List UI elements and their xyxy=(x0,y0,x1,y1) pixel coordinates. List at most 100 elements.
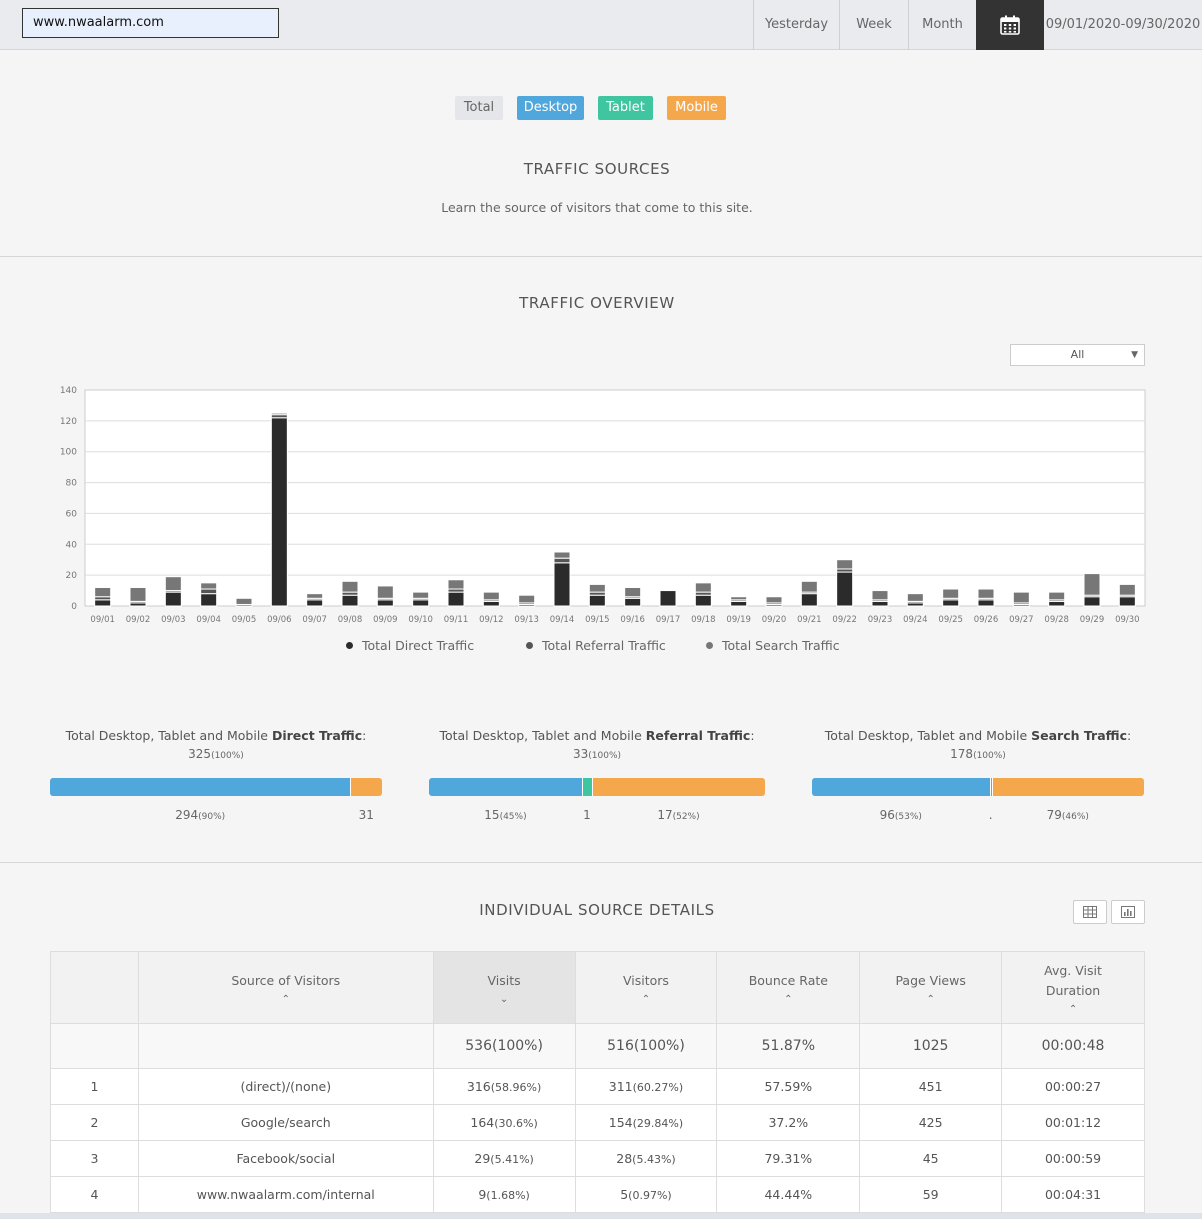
x-tick-label: 09/03 xyxy=(161,615,186,625)
bar-segment xyxy=(694,594,712,607)
traffic-filter-value: All xyxy=(1070,348,1085,361)
y-tick-label: 0 xyxy=(71,602,77,612)
table-row[interactable]: 1 (direct)/(none) 316(58.96%) 311(60.27%) 57… xyxy=(50,1068,1145,1105)
bar-segment xyxy=(836,571,854,607)
bar-segment xyxy=(341,594,359,607)
segment-label-tablet: . xyxy=(988,808,993,822)
x-tick-label: 09/11 xyxy=(444,615,469,625)
bar-segment-desktop xyxy=(429,778,582,796)
row-rank: 3 xyxy=(50,1140,139,1177)
x-tick-label: 09/18 xyxy=(691,615,716,625)
bar-segment xyxy=(624,586,642,598)
col-visitors-label: Visitors xyxy=(623,972,669,988)
totals-row: 536(100%) 516(100%) 51.87% 1025 00:00:48 xyxy=(50,1023,1145,1069)
table-row[interactable]: 3 Facebook/social 29(5.41%) 28(5.43%) 79.31%… xyxy=(50,1140,1145,1177)
device-mobile-button[interactable]: Mobile xyxy=(667,96,726,120)
bar-segment xyxy=(765,596,783,604)
traffic-filter-select[interactable]: All ▼ xyxy=(1010,344,1145,366)
calendar-button[interactable] xyxy=(976,0,1044,50)
totals-rank xyxy=(50,1023,139,1069)
device-total-button[interactable]: Total xyxy=(455,96,503,120)
legend-dot xyxy=(346,642,353,649)
x-tick-label: 09/01 xyxy=(90,615,115,625)
row-source: (direct)/(none) xyxy=(137,1068,434,1105)
y-tick-label: 140 xyxy=(60,386,77,396)
col-pageviews-label: Page Views xyxy=(895,972,966,988)
table-row[interactable]: 2 Google/search 164(30.6%) 154(29.84%) 37.2%… xyxy=(50,1104,1145,1141)
x-tick-label: 09/26 xyxy=(974,615,999,625)
x-tick-label: 09/27 xyxy=(1009,615,1033,625)
y-tick-label: 40 xyxy=(66,540,78,550)
col-source-header[interactable]: Source of Visitors ⌃ xyxy=(137,951,434,1024)
divider xyxy=(0,862,1202,863)
summary-total: 178(100%) xyxy=(950,747,1006,761)
range-week-button[interactable]: Week xyxy=(839,0,908,50)
device-tablet-button[interactable]: Tablet xyxy=(598,96,653,120)
bar-segment xyxy=(1083,596,1101,607)
bar-segment xyxy=(1048,591,1066,601)
bar-segment xyxy=(341,580,359,593)
calendar-icon xyxy=(1000,15,1020,35)
y-tick-label: 80 xyxy=(66,479,78,489)
bottom-scroll-edge xyxy=(0,1213,1202,1219)
row-visits: 316(58.96%) xyxy=(432,1068,576,1105)
traffic-sources-title: TRAFFIC SOURCES xyxy=(523,160,671,178)
bar-segment-mobile xyxy=(991,778,1144,796)
range-month-button[interactable]: Month xyxy=(908,0,976,50)
site-url-input[interactable]: www.nwaalarm.com xyxy=(22,8,279,38)
x-tick-label: 09/30 xyxy=(1115,615,1140,625)
bar-segment xyxy=(553,551,571,559)
x-tick-label: 09/16 xyxy=(620,615,645,625)
y-tick-label: 100 xyxy=(60,448,77,458)
table-row[interactable]: 4 www.nwaalarm.com/internal 9(1.68%) 5(0.97… xyxy=(50,1176,1145,1213)
bar-segment xyxy=(270,412,288,416)
totals-visits: 536(100%) xyxy=(432,1023,576,1069)
bar-segment-tablet xyxy=(581,778,592,796)
col-bounce-header[interactable]: Bounce Rate ⌃ xyxy=(716,951,861,1024)
col-visitors-header[interactable]: Visitors ⌃ xyxy=(574,951,718,1024)
x-tick-label: 09/05 xyxy=(232,615,257,625)
table-view-button[interactable] xyxy=(1073,900,1107,924)
bar-segment xyxy=(871,590,889,601)
x-tick-label: 09/15 xyxy=(585,615,610,625)
x-tick-label: 09/24 xyxy=(903,615,928,625)
bar-segment xyxy=(164,591,182,607)
col-pageviews-header[interactable]: Page Views ⌃ xyxy=(859,951,1003,1024)
row-visitors: 311(60.27%) xyxy=(574,1068,718,1105)
bar-segment-desktop xyxy=(812,778,990,796)
totals-source xyxy=(137,1023,434,1069)
device-desktop-button[interactable]: Desktop xyxy=(517,96,584,120)
row-source: www.nwaalarm.com/internal xyxy=(137,1176,434,1213)
sort-up-icon: ⌃ xyxy=(926,993,935,1005)
totals-visitors: 516(100%) xyxy=(574,1023,718,1069)
x-tick-label: 09/12 xyxy=(479,615,504,625)
bar-segment xyxy=(94,599,112,607)
row-source: Facebook/social xyxy=(137,1140,434,1177)
x-tick-label: 09/09 xyxy=(373,615,398,625)
sort-up-icon: ⌃ xyxy=(641,993,651,1005)
segment-label-tablet: 1 xyxy=(583,808,591,822)
chart-view-button[interactable] xyxy=(1111,900,1145,924)
bar-segment xyxy=(200,582,218,590)
source-details-title: INDIVIDUAL SOURCE DETAILS xyxy=(479,901,715,919)
bar-chart-icon xyxy=(1121,906,1135,918)
summary-title: Total Desktop, Tablet and Mobile Direct … xyxy=(65,728,367,743)
table-icon xyxy=(1083,906,1097,918)
row-bounce: 57.59% xyxy=(716,1068,861,1105)
row-visits: 164(30.6%) xyxy=(432,1104,576,1141)
sort-down-icon: ⌄ xyxy=(499,993,509,1005)
col-visits-header[interactable]: Visits ⌄ xyxy=(432,951,576,1024)
x-tick-label: 09/14 xyxy=(550,615,575,625)
x-tick-label: 09/28 xyxy=(1044,615,1069,625)
col-duration-header[interactable]: Avg. Visit Duration ⌃ xyxy=(1001,951,1145,1024)
bar-segment-desktop xyxy=(50,778,351,796)
bar-segment xyxy=(1118,583,1136,596)
range-yesterday-button[interactable]: Yesterday xyxy=(753,0,839,50)
summary-total: 325(100%) xyxy=(188,747,244,761)
date-range-label[interactable]: 09/01/2020-09/30/2020 xyxy=(1045,17,1201,32)
legend-referral: Total Referral Traffic xyxy=(526,638,666,653)
x-tick-label: 09/20 xyxy=(762,615,787,625)
legend-dot xyxy=(526,642,533,649)
traffic-overview-title: TRAFFIC OVERVIEW xyxy=(519,294,675,312)
col-visits-label: Visits xyxy=(487,972,521,988)
